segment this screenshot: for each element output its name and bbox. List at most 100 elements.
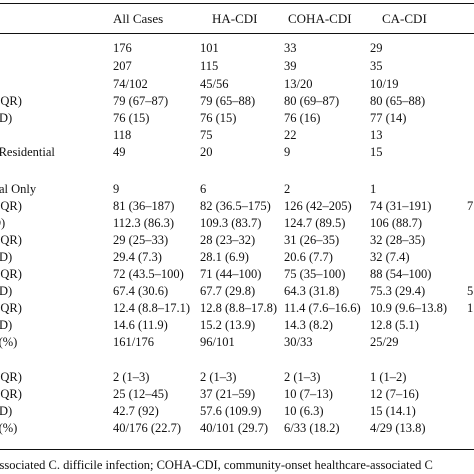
header-rule	[0, 33, 474, 34]
table-row: (IQR) 2 (1–3) 2 (1–3) 2 (1–3) 1 (1–2)	[0, 369, 474, 385]
table-cell: 14.6 (11.9)	[113, 318, 168, 332]
table-cell: 57.6 (109.9)	[200, 404, 262, 418]
table-cell: 40/176 (22.7)	[113, 421, 182, 435]
table-cell: 106 (88.7)	[370, 216, 423, 230]
table-cell: 13/20	[284, 77, 313, 91]
table-row: SD) 67.4 (30.6) 67.7 (29.8) 64.3 (31.8) 75.3…	[0, 283, 474, 299]
table-cell: 15.2 (13.9)	[200, 318, 256, 332]
table-cell: 64.3 (31.8)	[284, 284, 340, 298]
table-cell: 45/56	[200, 77, 229, 91]
table-cell: 80 (69–87)	[284, 94, 340, 108]
table-cell: 15 (14.1)	[370, 404, 416, 418]
table-cell: 31 (26–35)	[284, 233, 340, 247]
table-cell: 20	[200, 145, 213, 159]
table-row: (IQR) 12.4 (8.8–17.1) 12.8 (8.8–17.8) 11.4 …	[0, 300, 474, 316]
table-cell: 7	[467, 199, 474, 213]
table-cell: 29.4 (7.3)	[113, 250, 162, 264]
row-label: (IQR)	[0, 199, 22, 213]
table-row: 118 75 22 13	[0, 127, 474, 143]
table-cell: 112.3 (86.3)	[113, 216, 174, 230]
table-row	[0, 352, 474, 368]
row-label: (IQR)	[0, 94, 22, 108]
table-cell: 76 (15)	[113, 111, 150, 125]
table-cell: 101	[200, 41, 219, 55]
row-label: (IQR)	[0, 387, 22, 401]
table-cell: 2 (1–3)	[284, 370, 321, 384]
table-cell: 1	[370, 182, 377, 196]
table-row: l (%) 40/176 (22.7) 40/101 (29.7) 6/33 (18.…	[0, 420, 474, 436]
col-header-all-cases: All Cases	[113, 11, 164, 26]
row-label: / Residential	[0, 145, 55, 159]
table-footnote: associated C. difficile infection; COHA-…	[0, 458, 433, 472]
row-label: l (%)	[0, 335, 18, 349]
table-cell: 29 (25–33)	[113, 233, 169, 247]
table-cell: 115	[200, 59, 219, 73]
table-cell: 9	[113, 182, 120, 196]
table-cell: 12.8 (8.8–17.8)	[200, 301, 278, 315]
table-row: SD) 42.7 (92) 57.6 (109.9) 10 (6.3) 15 (14.1…	[0, 403, 474, 419]
table-row: (IQR) 81 (36–187) 82 (36.5–175) 126 (42–205…	[0, 198, 474, 214]
table-cell: 14.3 (8.2)	[284, 318, 333, 332]
table-cell: 126 (42–205)	[284, 199, 352, 213]
table-cell: 30/33	[284, 335, 313, 349]
table-cell: 9	[284, 145, 291, 159]
table-cell: 12.4 (8.8–17.1)	[113, 301, 191, 315]
table-cell: 74/102	[113, 77, 148, 91]
table-cell: 71 (44–100)	[200, 267, 262, 281]
table-cell: 25/29	[370, 335, 399, 349]
table-cell: 15	[370, 145, 383, 159]
table-row: 207 115 39 35	[0, 58, 474, 74]
table-cell: 81 (36–187)	[113, 199, 175, 213]
table-cell: 13	[370, 128, 383, 142]
table-row: SD) 76 (15) 76 (15) 76 (16) 77 (14)	[0, 110, 474, 126]
table-cell: 10/19	[370, 77, 399, 91]
col-header-coha-cdi: COHA-CDI	[288, 11, 352, 26]
table-row	[0, 163, 474, 179]
row-label: (IQR)	[0, 233, 22, 247]
table-cell: 32 (7.4)	[370, 250, 410, 264]
table-cell: 6/33 (18.2)	[284, 421, 340, 435]
table-cell: 76 (15)	[200, 111, 237, 125]
table-cell: 1 (1–2)	[370, 370, 407, 384]
table-cell: 76 (16)	[284, 111, 321, 125]
table-cell: 207	[113, 59, 132, 73]
table-cell: 25 (12–45)	[113, 387, 169, 401]
table-cell: 35	[370, 59, 383, 73]
table-cell: 12.8 (5.1)	[370, 318, 419, 332]
row-label: D)	[0, 216, 6, 230]
row-label: SD)	[0, 250, 13, 264]
table-row: (IQR) 29 (25–33) 28 (23–32) 31 (26–35) 32 (2…	[0, 232, 474, 248]
table-cell: 5	[467, 284, 474, 298]
row-label: tial Only	[0, 182, 37, 196]
row-label: SD)	[0, 111, 13, 125]
table-cell: 72 (43.5–100)	[113, 267, 184, 281]
table-cell: 28 (23–32)	[200, 233, 256, 247]
row-label: (IQR)	[0, 301, 22, 315]
table-cell: 6	[200, 182, 207, 196]
table-cell: 109.3 (83.7)	[200, 216, 262, 230]
table-cell: 28.1 (6.9)	[200, 250, 249, 264]
table-cell: 80 (65–88)	[370, 94, 426, 108]
table-cell: 67.7 (29.8)	[200, 284, 256, 298]
table-cell: 74 (31–191)	[370, 199, 432, 213]
table-cell: 20.6 (7.7)	[284, 250, 333, 264]
table-row: (IQR) 25 (12–45) 37 (21–59) 10 (7–13) 12 (7–…	[0, 386, 474, 402]
table-cell: 96/101	[200, 335, 235, 349]
table-cell: 75 (35–100)	[284, 267, 346, 281]
table-cell: 88 (54–100)	[370, 267, 432, 281]
top-rule	[0, 3, 474, 4]
table-cell: 124.7 (89.5)	[284, 216, 346, 230]
table-cell: 49	[113, 145, 126, 159]
table-cell: 75	[200, 128, 213, 142]
table-cell: 10 (6.3)	[284, 404, 324, 418]
table-cell: 176	[113, 41, 132, 55]
table-row: SD) 29.4 (7.3) 28.1 (6.9) 20.6 (7.7) 32 (7.4…	[0, 249, 474, 265]
table-row: 176 101 33 29	[0, 40, 474, 56]
table-cell: 32 (28–35)	[370, 233, 426, 247]
col-header-ha-cdi: HA-CDI	[212, 11, 258, 26]
table-cell: 12 (7–16)	[370, 387, 419, 401]
row-label: (IQR)	[0, 370, 22, 384]
table-cell: 39	[284, 59, 297, 73]
table-row: l (%) 161/176 96/101 30/33 25/29	[0, 334, 474, 350]
